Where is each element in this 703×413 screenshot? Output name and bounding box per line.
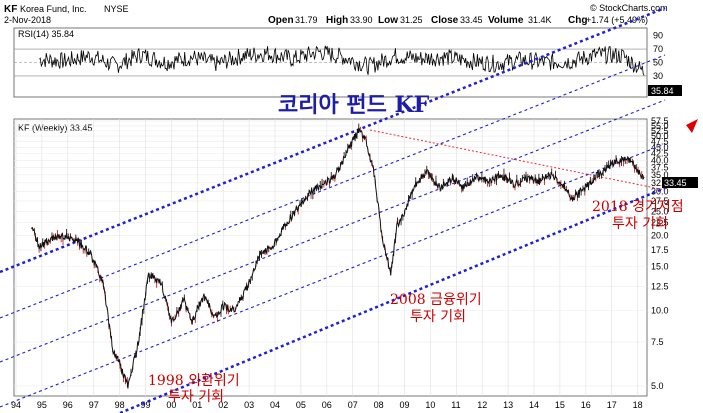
price-tick-label: 45.0 (651, 143, 669, 153)
price-line (31, 127, 645, 389)
price-tick-label: 10.0 (651, 306, 669, 316)
price-tick-label: 7.5 (651, 337, 664, 347)
chg-value: +1.74 (+5.49%) (586, 15, 648, 25)
x-tick-label: 15 (555, 400, 565, 410)
rsi-tick-label: 30 (653, 71, 663, 81)
channel-line-3 (0, 99, 666, 363)
x-tick-label: 16 (581, 400, 591, 410)
price-tick-label: 42.5 (651, 149, 669, 159)
price-tick-label: 35.0 (651, 170, 669, 180)
price-tick-label: 5.0 (651, 381, 664, 391)
rsi-axis-ticks: 9070503010 (653, 31, 663, 95)
x-tick-label: 14 (529, 400, 539, 410)
chg-label: Chg (568, 15, 587, 26)
x-tick-label: 12 (477, 400, 487, 410)
open-value: 31.79 (295, 15, 318, 25)
price-tick-label: 37.5 (651, 162, 669, 172)
rsi-tick-label: 90 (653, 31, 663, 41)
note-2008-line1: 2008 금융위기 (390, 292, 482, 308)
x-tick-label: 96 (63, 400, 73, 410)
price-tick-label: 50.0 (651, 131, 669, 141)
x-tick-label: 18 (633, 400, 643, 410)
x-tick-label: 94 (11, 400, 21, 410)
rsi-line (39, 45, 645, 76)
note-1998-line1: 1998 외환위기 (148, 373, 240, 389)
price-tick-label: 25.0 (651, 206, 669, 216)
x-tick-label: 98 (115, 400, 125, 410)
chart-title-korean: 코리아 펀드 KF (278, 92, 430, 118)
x-grid (15, 119, 638, 396)
rsi-current-marker (648, 85, 682, 96)
x-tick-label: 99 (141, 400, 151, 410)
price-panel-label: KF (Weekly) 33.45 (18, 123, 92, 133)
rsi-tick-label: 50 (653, 58, 663, 68)
x-tick-label: 95 (37, 400, 47, 410)
price-tick-label: 27.5 (651, 196, 669, 206)
x-tick-label: 09 (400, 400, 410, 410)
x-tick-label: 13 (503, 400, 513, 410)
note-2018-line1: 2018 경기저점 (592, 199, 684, 215)
low-value: 31.25 (400, 15, 423, 25)
open-label: Open (268, 15, 294, 26)
price-tick-label: 52.5 (651, 126, 669, 136)
regression-channel (0, 6, 666, 413)
x-tick-label: 07 (348, 400, 358, 410)
company-label: Korea Fund, Inc. (20, 4, 87, 14)
price-tick-label: 12.5 (651, 282, 669, 292)
rsi-current-value: 35.84 (651, 86, 674, 96)
price-current-marker (662, 177, 698, 188)
volume-value: 31.4K (528, 15, 552, 25)
price-tick-label: 55.0 (651, 121, 669, 131)
x-tick-label: 00 (166, 400, 176, 410)
price-tick-label: 17.5 (651, 245, 669, 255)
note-2008-line2: 투자 기회 (410, 309, 466, 325)
price-tick-label: 20.0 (651, 231, 669, 241)
x-axis-ticks: 94 95 96 97 98 99 00 01 02 03 04 05 06 07 08 09 10 11 12 13… (11, 400, 643, 410)
exchange-label: NYSE (104, 4, 129, 14)
channel-line-4 (0, 143, 666, 408)
close-value: 33.45 (460, 15, 483, 25)
x-tick-label: 06 (322, 400, 332, 410)
low-label: Low (378, 15, 398, 26)
price-tick-label: 15.0 (651, 262, 669, 272)
x-tick-label: 05 (296, 400, 306, 410)
price-tick-label: 30.0 (651, 187, 669, 197)
rsi-tick-label: 70 (653, 44, 663, 54)
arrow-icon (686, 119, 698, 133)
price-tick-label: 32.5 (651, 178, 669, 188)
x-tick-label: 02 (218, 400, 228, 410)
x-tick-label: 97 (89, 400, 99, 410)
high-label: High (326, 15, 348, 26)
channel-lower-line (119, 186, 666, 413)
x-tick-label: 10 (425, 400, 435, 410)
symbol-label: KF (4, 4, 17, 15)
volume-label: Volume (488, 15, 524, 26)
rsi-reference-lines (14, 48, 647, 77)
close-label: Close (431, 15, 459, 26)
note-2018-line2: 투자 기회 (612, 216, 668, 232)
rsi-panel-label: RSI(14) 35.84 (18, 29, 74, 39)
watermark: © StockCharts.com (590, 3, 668, 13)
x-tick-label: 17 (607, 400, 617, 410)
x-tick-label: 01 (192, 400, 202, 410)
x-tick-label: 11 (451, 400, 460, 410)
price-tick-label: 22.5 (651, 218, 669, 228)
channel-upper-line (0, 6, 666, 274)
channel-line-2 (0, 54, 666, 319)
price-tick-label: 47.5 (651, 137, 669, 147)
x-tick-label: 08 (374, 400, 384, 410)
x-tick-label: 03 (244, 400, 254, 410)
x-tick-label: 04 (270, 400, 280, 410)
price-current-value: 33.45 (664, 178, 687, 188)
note-1998-line2: 투자 기회 (168, 389, 224, 405)
price-tick-label: 57.5 (651, 116, 669, 126)
date-label: 2-Nov-2018 (4, 15, 51, 25)
price-tick-label: 40.0 (651, 155, 669, 165)
high-value: 33.90 (350, 15, 373, 25)
